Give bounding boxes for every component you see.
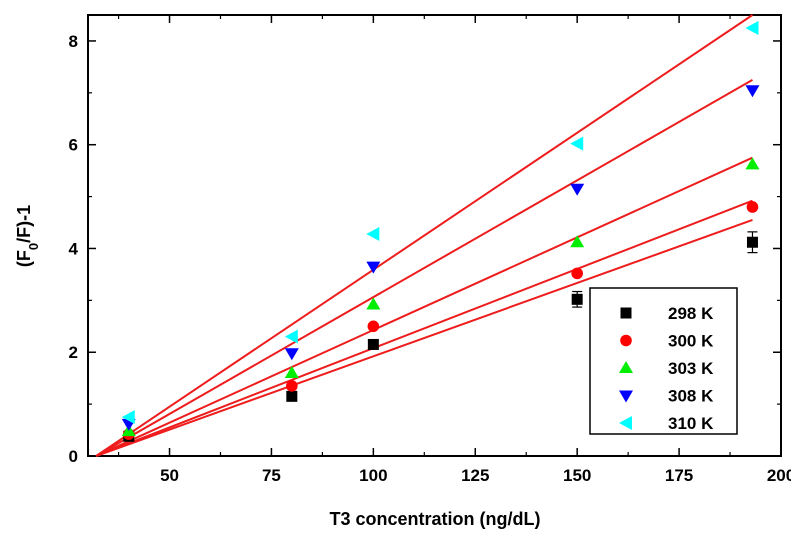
y-tick-label: 4 [69,239,79,258]
y-tick-label: 6 [69,136,78,155]
legend-marker [620,334,632,347]
legend-label: 303 K [668,359,714,378]
x-tick-label: 125 [461,466,489,485]
fit-line [95,218,753,457]
data-points [121,20,760,442]
legend-box [589,287,738,435]
y-tick-label: 8 [69,32,78,51]
data-point [284,329,298,344]
fit-line [95,156,753,457]
legend: 298 K 300 K 303 K 308 K 310 K [589,287,738,435]
y-tick-label: 2 [69,343,78,362]
axes: 50 75 100 125 150 175 200 0 2 4 6 8 [69,15,791,485]
data-point [570,183,585,196]
fit-line [95,78,753,457]
fit-lines [95,14,754,457]
data-point [367,338,379,350]
legend-marker [620,307,632,319]
legend-marker [619,361,633,373]
y-axis-title-a: (F [14,250,34,267]
x-tick-label: 175 [665,466,693,485]
data-point [366,297,381,310]
data-point [367,320,380,333]
data-point [366,226,380,241]
data-point [121,410,135,425]
legend-marker [619,416,632,430]
data-point [570,235,585,248]
y-axis-title: (F0/F)-1 [14,205,41,267]
legend-label: 300 K [668,332,714,351]
data-point [286,390,298,402]
data-point [284,348,299,361]
data-point [284,365,299,378]
x-tick-label: 150 [563,466,591,485]
x-tick-label: 75 [262,466,281,485]
y-axis-title-sub: 0 [26,243,41,250]
x-tick-label: 50 [160,466,179,485]
data-point [286,380,298,392]
data-point [571,293,583,305]
x-axis-title: T3 concentration (ng/dL) [330,509,541,529]
data-point [746,236,758,248]
fit-line [95,199,753,457]
x-tick-label: 100 [359,466,387,485]
data-point [746,201,759,213]
data-point [745,85,760,98]
fit-line [95,14,754,457]
legend-label: 310 K [668,414,714,433]
x-tick-label: 200 [767,466,791,485]
data-point [745,20,759,35]
data-point [570,136,584,151]
data-point [571,267,583,280]
legend-label: 308 K [668,387,714,406]
data-point [366,261,381,274]
y-axis-title-b: /F)-1 [14,205,34,243]
legend-label: 298 K [668,304,714,323]
legend-marker [619,390,633,403]
data-point [745,157,760,170]
y-tick-label: 0 [69,447,78,466]
